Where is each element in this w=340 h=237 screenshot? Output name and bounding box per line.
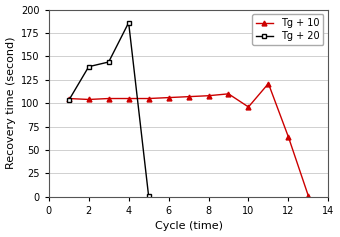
Tg + 10 [286,136,290,138]
Tg + 20 [107,61,111,64]
Tg + 10 [147,97,151,100]
Tg + 20 [87,65,91,68]
Tg + 10 [206,94,210,97]
Tg + 20 [126,21,131,24]
Tg + 10 [67,97,71,100]
Tg + 10 [246,105,251,108]
Tg + 10 [87,98,91,101]
Tg + 20 [67,99,71,102]
Y-axis label: Recovery time (second): Recovery time (second) [5,37,16,169]
Tg + 20 [147,195,151,197]
Tg + 10 [226,92,231,95]
X-axis label: Cycle (time): Cycle (time) [155,221,223,232]
Line: Tg + 20: Tg + 20 [66,20,151,198]
Tg + 10 [187,95,191,98]
Line: Tg + 10: Tg + 10 [66,81,311,198]
Tg + 10 [107,97,111,100]
Tg + 10 [126,97,131,100]
Tg + 10 [266,82,270,85]
Tg + 10 [306,195,310,197]
Legend: Tg + 10, Tg + 20: Tg + 10, Tg + 20 [252,14,323,45]
Tg + 10 [167,96,171,99]
